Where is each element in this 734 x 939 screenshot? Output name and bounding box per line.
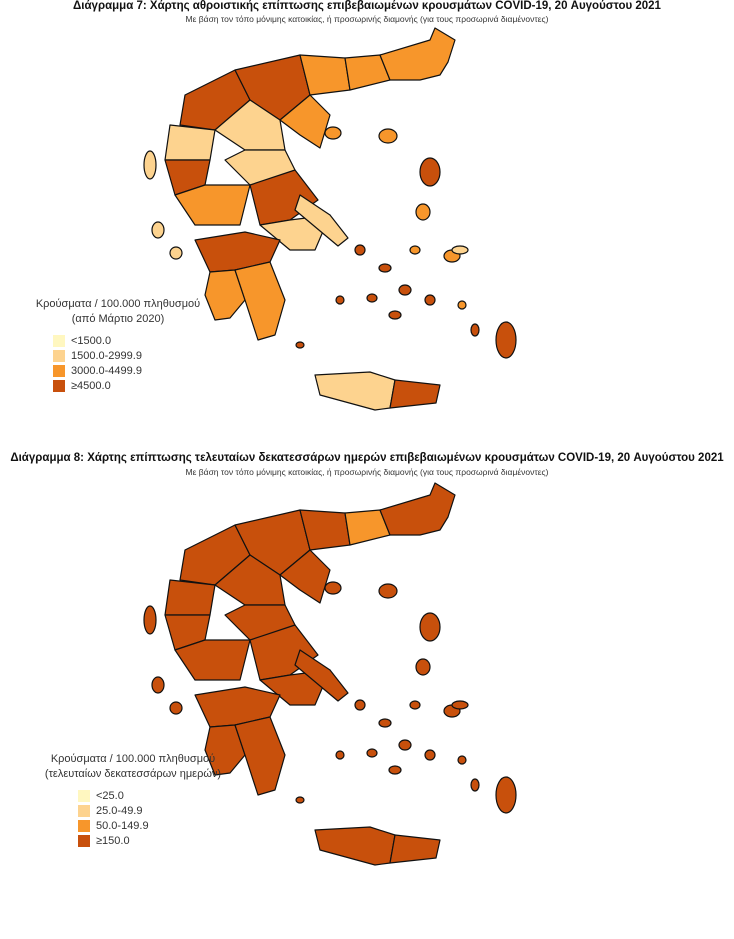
region: [164, 124, 216, 161]
legend-swatch: [53, 379, 65, 392]
legend-item: 25.0-49.9: [78, 803, 238, 818]
island: [451, 700, 469, 710]
legend-label: 3000.0-4499.9: [71, 364, 142, 377]
map1-legend: Κρούσματα / 100.000 πληθυσμού (από Μάρτι…: [28, 297, 208, 393]
region: [389, 834, 441, 864]
island: [419, 612, 441, 642]
island: [295, 341, 305, 349]
map2-greece: [143, 482, 517, 866]
region: [294, 194, 349, 247]
region: [234, 261, 286, 341]
legend-item: ≥150.0: [78, 833, 238, 848]
map1-title: Διάγραμμα 7: Χάρτης αθροιστικής επίπτωση…: [73, 0, 661, 12]
island: [457, 300, 467, 310]
island: [366, 748, 378, 758]
region: [164, 579, 216, 616]
map2-legend: Κρούσματα / 100.000 πληθυσμού (τελευταίω…: [28, 752, 238, 848]
island: [495, 776, 517, 814]
legend-label: 50.0-149.9: [96, 819, 149, 832]
map1-subtitle: Με βάση τον τόπο μόνιμης κατοικίας, ή πρ…: [185, 14, 549, 24]
island: [354, 244, 366, 256]
island: [143, 150, 157, 180]
legend-item: <1500.0: [53, 333, 208, 348]
legend-swatch: [53, 364, 65, 377]
legend-item: 3000.0-4499.9: [53, 363, 208, 378]
legend-label: ≥4500.0: [71, 379, 111, 392]
island: [415, 658, 431, 676]
island: [169, 246, 183, 260]
map2-subtitle: Με βάση τον τόπο μόνιμης κατοικίας, ή πρ…: [185, 467, 549, 477]
legend-item: 50.0-149.9: [78, 818, 238, 833]
region: [174, 184, 251, 226]
island: [470, 323, 480, 337]
island: [151, 676, 165, 694]
legend-subtitle: (τελευταίων δεκατεσσάρων ημερών): [44, 768, 222, 780]
island: [295, 796, 305, 804]
island: [470, 778, 480, 792]
island: [388, 310, 402, 320]
island: [378, 263, 392, 273]
island: [378, 583, 398, 599]
legend-swatch: [53, 349, 65, 362]
island: [409, 700, 421, 710]
legend-swatch: [78, 834, 90, 847]
island: [398, 284, 412, 296]
legend-subtitle: (από Μάρτιο 2020): [71, 313, 165, 325]
island: [169, 701, 183, 715]
island: [409, 245, 421, 255]
island: [335, 750, 345, 760]
legend-swatch: [78, 789, 90, 802]
legend-label: ≥150.0: [96, 834, 130, 847]
island: [151, 221, 165, 239]
legend-item: <25.0: [78, 788, 238, 803]
legend-title: Κρούσματα / 100.000 πληθυσμού: [50, 753, 216, 765]
island: [354, 699, 366, 711]
region: [294, 649, 349, 702]
region: [314, 371, 396, 411]
island: [419, 157, 441, 187]
legend-label: <1500.0: [71, 334, 112, 347]
region: [389, 379, 441, 409]
map2-title: Διάγραμμα 8: Χάρτης επίπτωσης τελευταίων…: [10, 452, 724, 464]
island: [143, 605, 157, 635]
island: [388, 765, 402, 775]
region: [234, 716, 286, 796]
island: [398, 739, 412, 751]
legend-swatch: [53, 334, 65, 347]
island: [378, 718, 392, 728]
island: [324, 126, 342, 140]
legend-label: <25.0: [96, 789, 124, 802]
island: [495, 321, 517, 359]
region: [379, 482, 456, 536]
island: [451, 245, 469, 255]
island: [335, 295, 345, 305]
island: [424, 294, 436, 306]
legend-item: 1500.0-2999.9: [53, 348, 208, 363]
legend-label: 1500.0-2999.9: [71, 349, 142, 362]
legend-label: 25.0-49.9: [96, 804, 143, 817]
island: [415, 203, 431, 221]
island: [457, 755, 467, 765]
region: [174, 639, 251, 681]
legend-swatch: [78, 819, 90, 832]
island: [324, 581, 342, 595]
region: [314, 826, 396, 866]
legend-item: ≥4500.0: [53, 378, 208, 393]
map1-greece: [143, 27, 517, 411]
island: [424, 749, 436, 761]
region: [379, 27, 456, 81]
island: [366, 293, 378, 303]
legend-title: Κρούσματα / 100.000 πληθυσμού: [35, 298, 201, 310]
island: [378, 128, 398, 144]
legend-swatch: [78, 804, 90, 817]
